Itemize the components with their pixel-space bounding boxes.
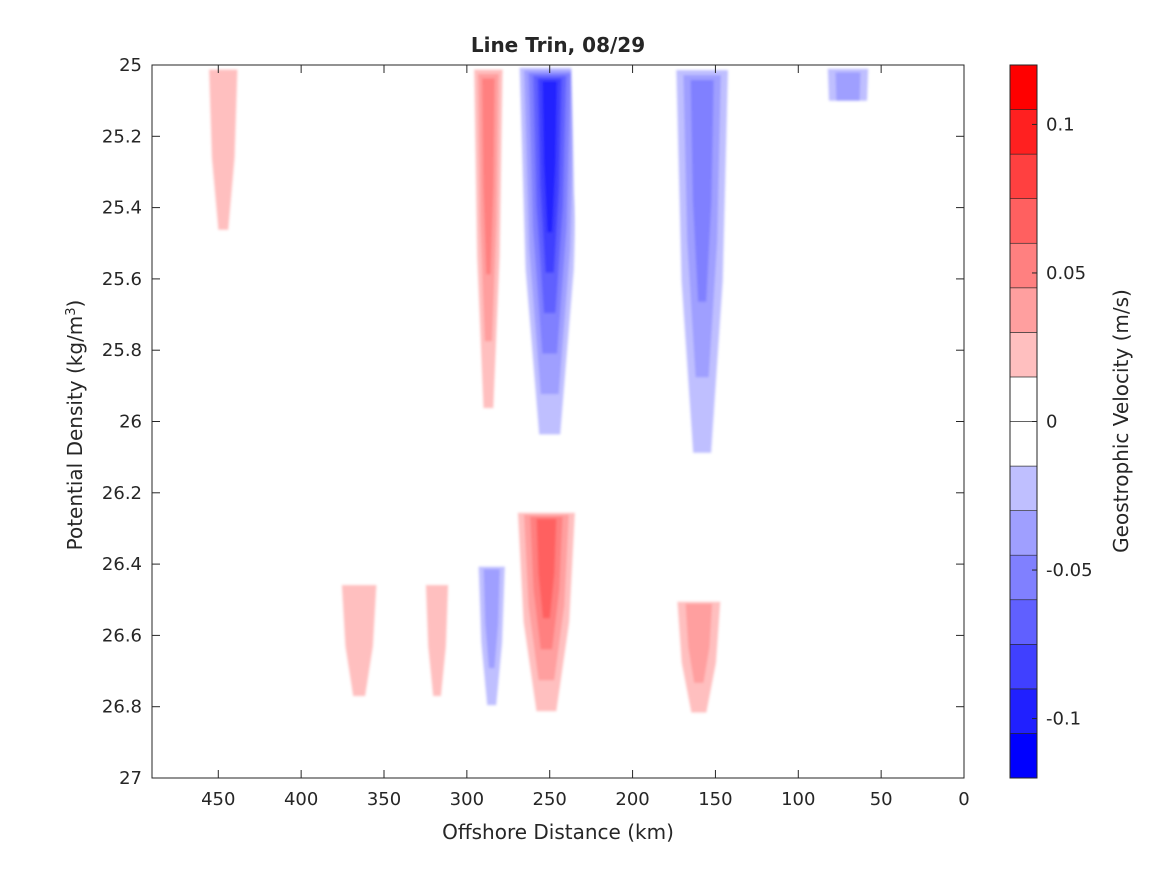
x-tick-label: 0: [958, 789, 969, 810]
contour-feature: [312, 65, 383, 351]
x-tick-label: 400: [284, 789, 318, 810]
plot-area: 450 400 350 300 250 200 150 100 50 0 2525.225.425…: [102, 55, 970, 810]
contour-band: [756, 65, 781, 315]
contour-band: [341, 585, 377, 697]
contour-feature: [881, 653, 921, 743]
colorbar-band: [1009, 733, 1038, 779]
contour-band: [312, 65, 383, 351]
contour-feature: [418, 581, 456, 743]
colorbar-band: [1009, 198, 1038, 244]
contour-band: [571, 65, 602, 297]
contour-feature: [473, 564, 510, 743]
y-axis-ticks: 25 25.2 25.4 25.6 25.8 26 26.2 26.4 26.6 26.8 27: [102, 55, 964, 789]
colorbar-bands: [1009, 64, 1038, 779]
colorbar-tick-label: 0: [1046, 412, 1057, 433]
contour-band: [821, 100, 925, 671]
contour-feature: [511, 510, 582, 743]
contour-band: [536, 518, 557, 619]
contour-feature: [470, 65, 507, 475]
chart-title: Line Trin, 08/29: [471, 33, 645, 57]
y-tick-label: 25.4: [102, 198, 142, 219]
contour-feature: [514, 65, 585, 475]
colorbar-band: [1009, 510, 1038, 556]
y-axis-label-superscript: 3: [64, 307, 79, 315]
contour-feature: [821, 100, 925, 671]
contour-feature: [645, 706, 660, 743]
colorbar-tick-label: 0.05: [1046, 263, 1086, 284]
y-tick-label: 25: [119, 55, 142, 76]
colorbar-band: [1009, 287, 1038, 333]
contour-band: [209, 69, 238, 230]
colorbar-band: [1009, 644, 1038, 690]
x-tick-label: 150: [698, 789, 732, 810]
y-tick-label: 25.6: [102, 269, 142, 290]
contour-band: [542, 81, 557, 233]
x-tick-label: 250: [533, 789, 567, 810]
colorbar-band: [1009, 554, 1038, 601]
colorbar: 0.1 0.05 0 -0.05 -0.1 Geostrophic Velocity (…: [1009, 64, 1133, 779]
contour-band: [881, 653, 921, 743]
colorbar-tick-label: 0.1: [1046, 114, 1075, 135]
contour-band: [640, 65, 658, 493]
colorbar-band: [1009, 242, 1038, 289]
contour-band: [425, 585, 449, 697]
contour-feature: [200, 65, 247, 297]
contour-feature: [640, 65, 658, 493]
contour-band: [690, 80, 714, 302]
y-axis-label-main: Potential Density (kg/m: [63, 316, 87, 551]
x-axis-ticks: 450 400 350 300 250 200 150 100 50 0: [201, 65, 970, 810]
colorbar-band: [1009, 64, 1038, 110]
contour-feature: [571, 65, 602, 297]
contour-feature: [669, 599, 729, 743]
contour-band: [483, 569, 500, 669]
y-axis-label: Potential Density (kg/m3): [63, 300, 87, 551]
colorbar-band: [1009, 153, 1038, 199]
contour-feature: [669, 65, 736, 529]
y-tick-label: 26: [119, 412, 142, 433]
contour-feature: [796, 65, 807, 279]
colorbar-band: [1009, 421, 1038, 467]
x-tick-label: 450: [201, 789, 235, 810]
contour-band: [482, 78, 495, 275]
x-tick-label: 350: [367, 789, 401, 810]
x-tick-label: 100: [781, 789, 815, 810]
colorbar-band: [1009, 109, 1038, 155]
colorbar-tick-label: -0.1: [1046, 709, 1081, 730]
x-axis-label: Offshore Distance (km): [442, 820, 674, 844]
colorbar-band: [1009, 376, 1038, 422]
colorbar-band: [1009, 688, 1038, 734]
colorbar-band: [1009, 332, 1038, 378]
contour-feature: [403, 65, 454, 333]
y-axis-label-close: ): [63, 300, 87, 308]
contour-band: [685, 603, 713, 683]
contour-band: [645, 706, 660, 743]
contour-band: [796, 65, 807, 279]
colorbar-ticks: 0.1 0.05 0 -0.05 -0.1: [1032, 114, 1093, 730]
y-tick-label: 25.8: [102, 340, 142, 361]
contour-band: [403, 65, 454, 333]
x-tick-label: 300: [450, 789, 484, 810]
contour-feature: [756, 65, 781, 315]
x-tick-label: 50: [870, 789, 893, 810]
contour-feature: [201, 368, 268, 743]
contour-band: [201, 368, 268, 743]
x-tick-label: 200: [615, 789, 649, 810]
y-tick-label: 25.2: [102, 126, 142, 147]
colorbar-label: Geostrophic Velocity (m/s): [1109, 289, 1133, 553]
y-tick-label: 26.8: [102, 697, 142, 718]
contour-feature: [331, 581, 388, 743]
y-tick-label: 26.2: [102, 483, 142, 504]
y-tick-label: 26.6: [102, 625, 142, 646]
contour-fields: [200, 65, 925, 743]
colorbar-band: [1009, 599, 1038, 645]
colorbar-tick-label: -0.05: [1046, 560, 1093, 581]
y-tick-label: 27: [119, 768, 142, 789]
y-tick-label: 26.4: [102, 554, 142, 575]
colorbar-band: [1009, 465, 1038, 511]
